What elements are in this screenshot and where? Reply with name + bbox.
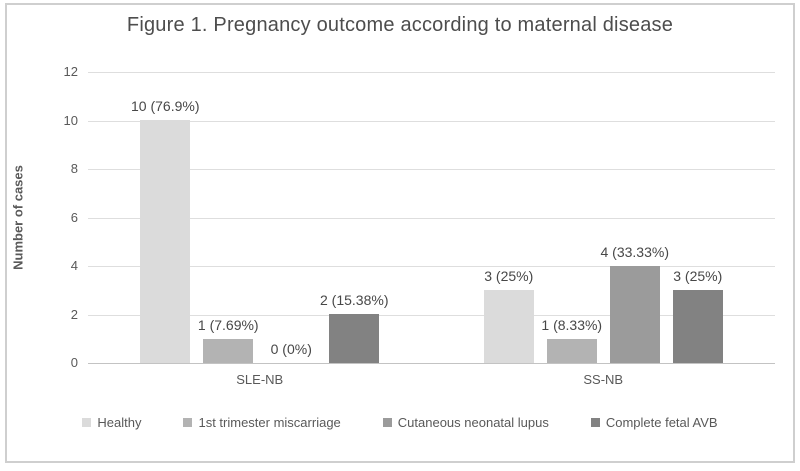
y-tick-label: 2 <box>70 306 78 322</box>
y-tick-label: 12 <box>63 64 78 79</box>
legend-label: Cutaneous neonatal lupus <box>397 415 549 430</box>
bar <box>609 266 660 363</box>
legend-label: Healthy <box>97 415 142 430</box>
bar-value-label: 3 (25%) <box>673 268 723 284</box>
y-tick-label: 6 <box>70 209 78 225</box>
bar-value-label: 0 (0%) <box>270 341 312 357</box>
gridline <box>88 72 775 73</box>
legend-label: 1st trimester miscarriage <box>198 415 341 430</box>
y-tick-label: 8 <box>70 161 78 176</box>
bar-value-label: 4 (33.33%) <box>600 244 669 260</box>
legend-item: Healthy <box>82 415 141 430</box>
bar <box>329 314 380 363</box>
legend-swatch <box>382 418 392 427</box>
bar-value-label: 2 (15.38%) <box>320 292 389 308</box>
bar <box>140 120 191 363</box>
y-tick-label: 10 <box>63 112 78 128</box>
gridline <box>88 266 775 267</box>
legend-item: Cutaneous neonatal lupus <box>382 415 549 430</box>
figure-border <box>5 3 795 463</box>
legend: Healthy 1st trimester miscarriage Cutaneou… <box>0 415 800 430</box>
y-tick-label: 4 <box>70 258 78 273</box>
y-tick-label: 0 <box>70 355 78 370</box>
bar-value-label: 10 (76.9%) <box>131 98 200 114</box>
legend-swatch <box>82 418 92 427</box>
legend-label: Complete fetal AVB <box>605 415 718 430</box>
bar-value-label: 3 (25%) <box>484 268 534 284</box>
chart-title: Figure 1. Pregnancy outcome according to… <box>126 14 674 36</box>
gridline <box>88 314 775 316</box>
gridline <box>88 120 775 122</box>
bar <box>203 339 254 363</box>
legend-swatch <box>183 418 193 427</box>
bar <box>672 290 723 363</box>
bar <box>483 290 534 363</box>
x-axis-line <box>88 363 775 364</box>
legend-item: Complete fetal AVB <box>590 415 718 430</box>
bar-value-label: 1 (8.33%) <box>541 317 603 333</box>
y-axis-title: Number of cases <box>10 165 26 270</box>
bar <box>546 339 597 363</box>
gridline <box>88 169 775 170</box>
x-category-label: SS-NB <box>583 372 624 387</box>
x-category-label: SLE-NB <box>236 372 284 387</box>
bar-value-label: 1 (7.69%) <box>197 317 259 333</box>
legend-item: 1st trimester miscarriage <box>183 415 341 430</box>
legend-swatch <box>590 418 600 427</box>
gridline <box>88 217 775 219</box>
